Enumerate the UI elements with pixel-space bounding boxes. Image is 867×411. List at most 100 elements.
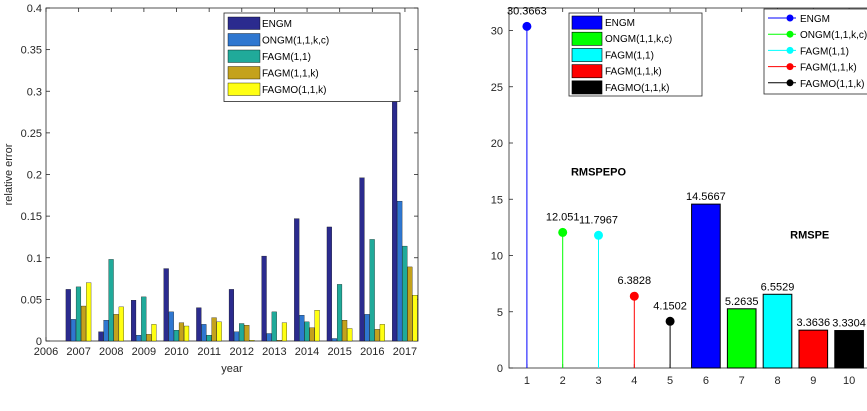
left-bar: [136, 335, 142, 342]
right-bar-value-label: 3.3304: [832, 318, 866, 330]
right-stem-legend-marker: [786, 46, 794, 54]
right-x-tick-label: 6: [703, 375, 709, 387]
right-bar-legend-swatch: [571, 15, 603, 30]
left-bar: [314, 310, 320, 342]
left-chart: 0 0.05 0.1 0.15 0.2 0.25 0.3 0.35 0.4 2006 2007 200…: [3, 3, 419, 375]
left-x-tick-label: 2017: [393, 346, 417, 358]
left-bar: [281, 322, 287, 342]
left-bar: [347, 328, 353, 342]
left-bar: [249, 340, 255, 342]
left-bar: [331, 338, 337, 342]
left-bar: [206, 335, 212, 342]
left-bar: [234, 331, 240, 342]
left-legend-label: ENGM: [262, 19, 292, 30]
left-bar: [163, 268, 169, 342]
right-stem-value-label: 11.7967: [579, 214, 618, 226]
left-bar: [276, 340, 282, 342]
left-bar: [81, 305, 87, 342]
left-bar: [178, 322, 185, 342]
left-legend-label: FAGM(1,1,k): [262, 69, 319, 80]
right-chart: 0 5 10 15 20 25 30 1 2 3 4 5 6 7 8 9 10 30.3663 12.051 11.7…: [491, 5, 867, 387]
right-x-tick-label: 4: [631, 375, 637, 387]
right-bar-value-label: 5.2635: [725, 296, 759, 308]
right-x-tick-label: 2: [560, 375, 566, 387]
right-bar-legend-label: FAGM(1,1): [605, 50, 654, 61]
left-legend-swatch: [227, 33, 261, 47]
left-bar: [407, 266, 413, 342]
right-bar: [762, 293, 793, 369]
left-legend-swatch: [227, 82, 261, 96]
left-bar: [75, 286, 82, 342]
left-y-tick-label: 0.3: [27, 86, 42, 98]
left-x-tick-label: 2007: [66, 346, 90, 358]
left-bar: [239, 323, 245, 342]
left-bar: [342, 320, 348, 342]
left-x-axis-label: year: [221, 363, 243, 375]
right-y-tick-label: 0: [497, 363, 503, 375]
left-x-tick-label: 2006: [34, 346, 58, 358]
right-bar-legend-swatch: [571, 64, 603, 79]
right-x-tick-label: 7: [739, 375, 745, 387]
left-bar: [196, 307, 202, 342]
right-bar: [691, 203, 721, 369]
left-bar: [108, 259, 114, 342]
left-bar: [304, 321, 310, 342]
left-bar: [118, 306, 124, 342]
left-y-tick-label: 0.35: [21, 45, 42, 57]
right-y-tick-label: 25: [491, 82, 503, 94]
right-stem-legend-label: FAGM(1,1,k): [800, 63, 857, 74]
right-x-tick-label: 10: [843, 375, 855, 387]
right-x-tick-label: 5: [667, 375, 673, 387]
right-bar-legend-label: ENGM: [605, 18, 635, 29]
left-bar: [184, 325, 190, 342]
left-bar: [266, 333, 272, 342]
left-x-tick-label: 2011: [197, 346, 221, 358]
right-stem-legend-label: FAGMO(1,1,k): [800, 79, 864, 90]
left-bar: [211, 317, 217, 342]
right-y-tick-label: 20: [491, 138, 503, 150]
right-bar-value-label: 14.5667: [686, 191, 726, 203]
right-stem-legend-marker: [786, 30, 794, 38]
right-stem-legend-label: ENGM: [800, 14, 830, 25]
left-bar: [261, 255, 267, 342]
left-legend-swatch: [227, 66, 261, 80]
left-y-tick-label: 0.4: [27, 3, 42, 15]
left-legend-swatch: [227, 49, 261, 63]
left-legend-label: FAGMO(1,1,k): [262, 85, 326, 96]
left-bar: [364, 314, 370, 342]
left-bar: [141, 296, 147, 342]
left-bar: [103, 320, 109, 342]
left-bar: [326, 226, 332, 342]
left-bar: [228, 289, 235, 342]
left-bar: [70, 319, 76, 342]
left-y-tick-label: 0.05: [21, 294, 42, 306]
left-bar: [244, 325, 250, 342]
left-legend-swatch: [227, 16, 261, 30]
left-bar: [98, 331, 104, 342]
right-bar-value-label: 3.3636: [796, 317, 830, 329]
left-y-tick-label: 0.1: [27, 253, 42, 265]
right-bar-value-label: 6.5529: [761, 281, 795, 293]
left-bar: [412, 295, 418, 342]
left-x-tick-label: 2015: [327, 346, 351, 358]
left-bar: [201, 324, 207, 342]
left-x-tick-label: 2014: [295, 346, 319, 358]
right-y-tick-label: 5: [497, 307, 503, 319]
right-stem-value-label: 12.051: [546, 211, 580, 223]
left-x-tick-label: 2009: [132, 346, 156, 358]
right-bar-legend-swatch: [571, 80, 603, 95]
left-y-tick-label: 0: [36, 336, 42, 348]
left-x-tick-label: 2016: [360, 346, 384, 358]
right-bar-legend-label: ONGM(1,1,k,c): [605, 34, 672, 45]
left-bar: [397, 200, 403, 342]
left-x-tick-label: 2013: [262, 346, 286, 358]
right-stem-marker: [629, 291, 639, 301]
left-bar: [216, 321, 222, 342]
right-bar: [798, 329, 829, 369]
left-bar: [309, 327, 315, 342]
right-bar-legend-label: FAGM(1,1,k): [605, 67, 662, 78]
left-x-tick-label: 2010: [164, 346, 188, 358]
left-bar: [146, 334, 152, 342]
left-y-axis-label: relative error: [3, 143, 15, 205]
right-bar: [726, 308, 757, 369]
